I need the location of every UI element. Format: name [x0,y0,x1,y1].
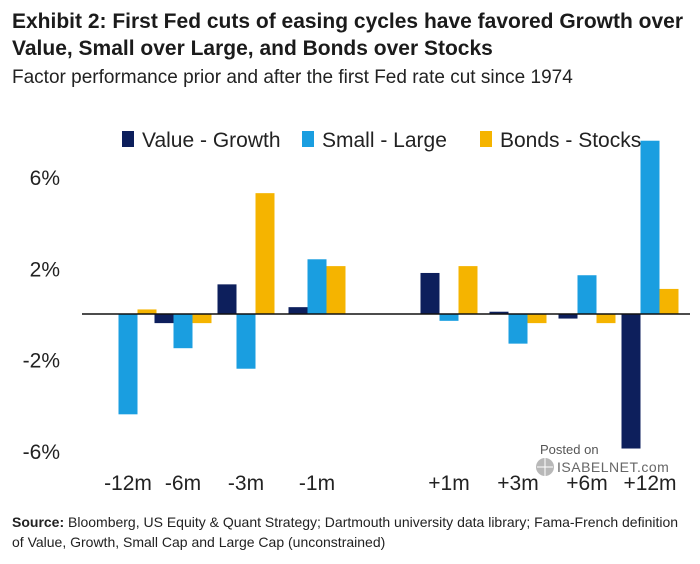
bar-bonds-stocks--1m [326,266,346,314]
legend-swatch-2 [480,131,492,147]
watermark-line1: Posted on [540,442,599,457]
bar-value-growth-+6m [558,314,578,319]
chart-subtitle: Factor performance prior and after the f… [12,67,573,88]
bar-small-large-+12m [640,140,660,314]
bar-bonds-stocks-+6m [596,314,616,324]
watermark: Posted on ISABELNET.com [536,442,669,476]
source-label: Source: [12,514,65,530]
x-tick-label: +3m [497,472,538,495]
y-tick-label: -6% [23,441,60,464]
globe-icon-lines [537,458,553,476]
legend-label-2: Bonds - Stocks [500,129,641,152]
bar-value-growth-+1m [420,272,440,314]
x-tick-label: +12m [623,472,676,495]
bar-small-large--6m [173,314,193,349]
bar-bonds-stocks--12m [137,309,157,314]
bar-value-growth--6m [154,314,174,324]
y-axis: 6% 2% -2% -6% [23,167,60,464]
x-tick-label: -6m [165,472,201,495]
x-axis: -12m -6m -3m -1m +1m +3m +6m +12m [104,472,676,495]
bar-small-large-+3m [508,314,528,344]
chart-title: Exhibit 2: First Fed cuts of easing cycl… [12,10,684,60]
bar-small-large-+1m [439,314,459,321]
x-tick-label: -12m [104,472,152,495]
y-tick-label: -2% [23,350,60,373]
legend-swatch-0 [122,131,134,147]
x-tick-label: +6m [566,472,607,495]
bar-small-large-+6m [577,275,597,314]
bar-value-growth--1m [288,307,308,314]
legend: Value - Growth Small - Large Bonds - Stock… [122,129,641,152]
watermark-line2: ISABELNET.com [557,459,669,475]
bar-small-large--3m [236,314,256,369]
bar-chart: Value - Growth Small - Large Bonds - Stock… [23,129,690,495]
source-note: Source: Bloomberg, US Equity & Quant Str… [12,512,692,552]
bar-value-growth-+3m [489,311,509,314]
bars [99,140,679,449]
y-tick-label: 2% [30,258,60,281]
bar-bonds-stocks-+12m [659,288,679,314]
legend-label-0: Value - Growth [142,129,281,152]
bar-bonds-stocks-+1m [458,266,478,314]
x-tick-label: +1m [428,472,469,495]
bar-bonds-stocks--6m [192,314,212,324]
x-tick-label: -1m [299,472,335,495]
bar-small-large--1m [307,259,327,314]
bar-value-growth--3m [217,284,237,314]
legend-label-1: Small - Large [322,129,447,152]
x-tick-label: -3m [228,472,264,495]
legend-swatch-1 [302,131,314,147]
source-text: Bloomberg, US Equity & Quant Strategy; D… [12,514,679,550]
bar-bonds-stocks-+3m [527,314,547,324]
bar-small-large--12m [118,314,138,415]
y-tick-label: 6% [30,167,60,190]
bar-value-growth-+12m [621,314,641,449]
bar-bonds-stocks--3m [255,193,275,314]
